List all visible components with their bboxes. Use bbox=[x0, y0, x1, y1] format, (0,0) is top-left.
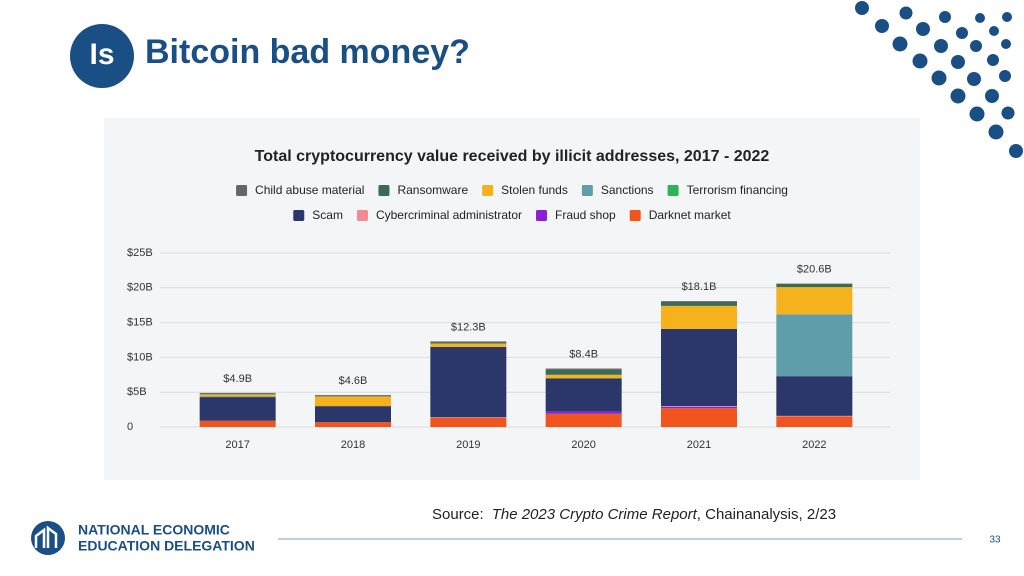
source-title: The 2023 Crypto Crime Report bbox=[492, 506, 698, 523]
bar-segment bbox=[661, 301, 737, 302]
bar-segment bbox=[545, 368, 622, 370]
total-label: $4.9B bbox=[223, 373, 252, 385]
legend-label: Scam bbox=[312, 208, 343, 222]
legend-item: Stolen funds bbox=[482, 183, 568, 197]
slide-title: Bitcoin bad money? bbox=[145, 33, 470, 71]
y-tick-label: 0 bbox=[127, 421, 133, 433]
bar-segment bbox=[430, 341, 507, 343]
legend-label: Fraud shop bbox=[555, 208, 616, 222]
plot: 0 $5B $10B $15B $20B $25B 2017 $4.9B 2018 $4.6B 20… bbox=[127, 183, 890, 451]
x-tick-label: 2019 bbox=[456, 439, 480, 451]
legend-swatch bbox=[236, 185, 248, 196]
legend-swatch bbox=[482, 185, 494, 196]
bar-segment bbox=[776, 314, 853, 377]
x-tick-label: 2021 bbox=[687, 439, 711, 451]
y-tick-label: $15B bbox=[127, 317, 153, 329]
legend-label: Stolen funds bbox=[501, 183, 568, 197]
bar-segment bbox=[545, 413, 622, 427]
bar-segment bbox=[430, 343, 507, 347]
page-number: 33 bbox=[989, 535, 1001, 546]
legend-item: Sanctions bbox=[581, 183, 654, 197]
legend-swatch bbox=[536, 210, 547, 221]
bar-segment bbox=[776, 287, 853, 315]
bar-segment bbox=[776, 416, 853, 427]
legend-label: Darknet market bbox=[649, 208, 732, 222]
legend-item: Scam bbox=[293, 208, 343, 222]
logo-line1: NATIONAL ECONOMIC bbox=[78, 522, 230, 538]
total-label: $20.6B bbox=[797, 264, 832, 276]
bar-segment bbox=[199, 396, 276, 398]
x-tick-label: 2020 bbox=[571, 439, 595, 451]
bar-segment bbox=[199, 420, 276, 427]
bar-segment bbox=[199, 393, 276, 395]
chart-title: Total cryptocurrency value received by i… bbox=[255, 148, 770, 165]
legend-item: Darknet market bbox=[629, 208, 732, 222]
legend-item: Ransomware bbox=[378, 183, 468, 197]
bar-segment bbox=[545, 369, 622, 375]
legend-item: Cybercriminal administrator bbox=[356, 208, 522, 222]
bar-segment bbox=[661, 305, 737, 329]
legend-swatch bbox=[667, 185, 679, 196]
y-tick-label: $25B bbox=[127, 247, 153, 259]
logo bbox=[31, 521, 65, 555]
legend-label: Ransomware bbox=[397, 183, 468, 197]
legend-item: Fraud shop bbox=[536, 208, 616, 222]
bar-segment bbox=[776, 415, 853, 417]
legend-swatch bbox=[356, 210, 368, 221]
legend-swatch bbox=[629, 210, 641, 221]
bar-segment bbox=[545, 411, 622, 414]
x-tick-label: 2018 bbox=[341, 439, 365, 451]
bar-segment bbox=[430, 417, 507, 418]
bar-segment bbox=[430, 342, 507, 344]
total-label: $12.3B bbox=[451, 321, 486, 333]
source: Source: The 2023 Crypto Crime Report, Cha… bbox=[432, 506, 836, 523]
bar-segment bbox=[315, 406, 391, 423]
bar-segment bbox=[545, 378, 622, 412]
title-badge bbox=[70, 24, 134, 88]
bar-segment bbox=[661, 406, 737, 407]
total-label: $8.4B bbox=[569, 348, 598, 360]
total-label: $4.6B bbox=[339, 375, 368, 387]
bar-segment bbox=[661, 408, 737, 427]
bar-segment bbox=[199, 394, 276, 397]
bar-segment bbox=[315, 395, 391, 397]
legend-label: Terrorism financing bbox=[687, 183, 788, 197]
legend-swatch bbox=[293, 210, 305, 221]
bar-segment bbox=[661, 328, 737, 407]
bar-segment bbox=[315, 394, 391, 396]
legend-label: Cybercriminal administrator bbox=[376, 208, 522, 222]
legend-swatch bbox=[581, 185, 593, 196]
bar-segment bbox=[199, 392, 276, 394]
bar-segment bbox=[430, 346, 507, 418]
legend-swatch bbox=[378, 185, 390, 196]
y-tick-label: $5B bbox=[127, 386, 147, 398]
bar-segment bbox=[776, 376, 853, 416]
bar-segment bbox=[545, 374, 622, 379]
bar-segment bbox=[661, 406, 737, 409]
dot-decoration bbox=[855, 1, 1023, 158]
legend-item: Terrorism financing bbox=[667, 183, 788, 197]
title-badge-text: Is bbox=[89, 38, 114, 71]
bar-segment bbox=[315, 396, 391, 407]
source-prefix: Source: bbox=[432, 506, 484, 523]
y-tick-label: $10B bbox=[127, 351, 153, 363]
legend-label: Child abuse material bbox=[255, 183, 364, 197]
bar-segment bbox=[315, 422, 391, 427]
legend-label: Sanctions bbox=[601, 183, 654, 197]
total-label: $18.1B bbox=[682, 281, 717, 293]
x-tick-label: 2022 bbox=[802, 439, 826, 451]
bar-segment bbox=[661, 301, 737, 306]
legend-item: Child abuse material bbox=[236, 183, 364, 197]
y-tick-label: $20B bbox=[127, 282, 153, 294]
bar-segment bbox=[430, 417, 507, 427]
logo-line2: EDUCATION DELEGATION bbox=[78, 538, 255, 554]
x-tick-label: 2017 bbox=[225, 439, 249, 451]
bar-segment bbox=[776, 283, 853, 288]
source-suffix: , Chainanalysis, 2/23 bbox=[697, 506, 836, 523]
bar-segment bbox=[199, 397, 276, 421]
